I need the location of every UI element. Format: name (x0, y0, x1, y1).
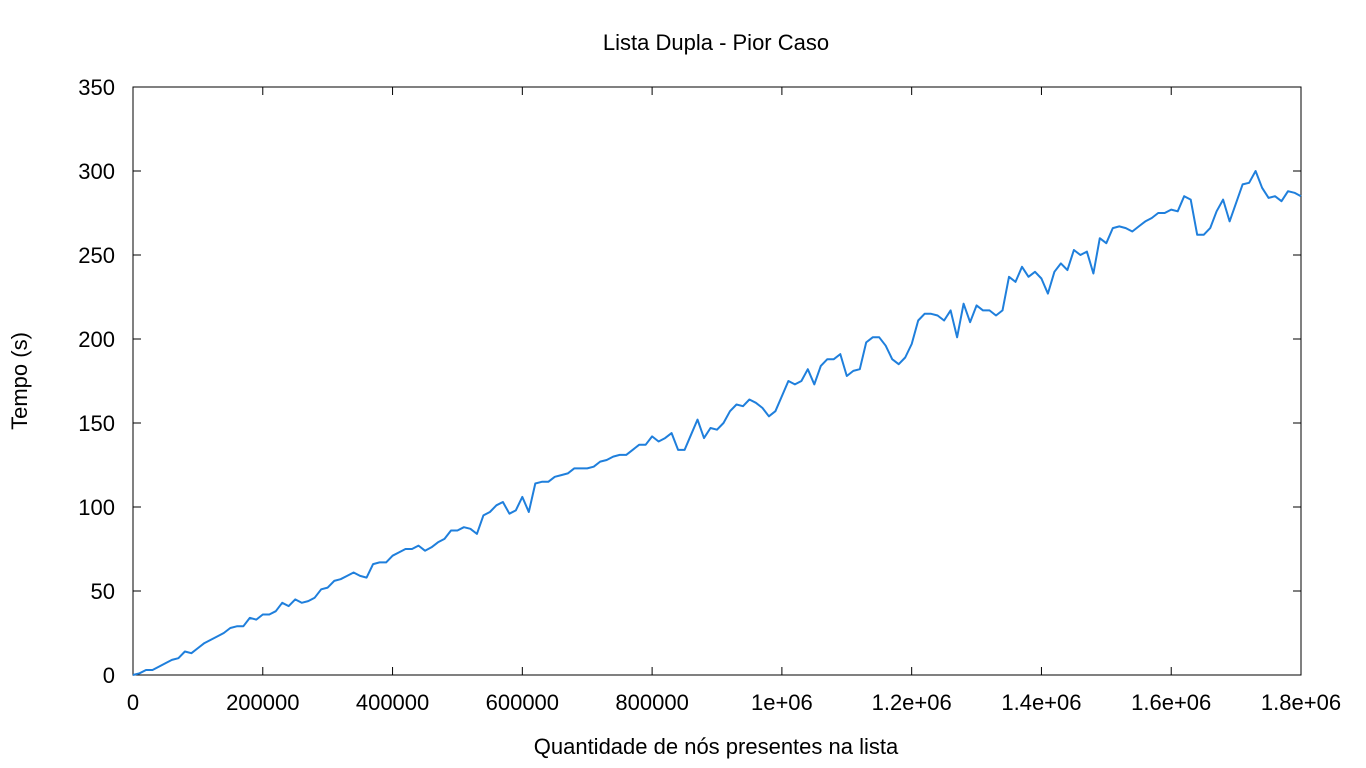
y-tick-label: 200 (78, 327, 115, 352)
y-tick-label: 150 (78, 411, 115, 436)
series-line (132, 170, 1302, 676)
x-tick-label: 0 (127, 690, 139, 715)
y-tick-label: 250 (78, 243, 115, 268)
x-axis-ticks: 0 200000 400000 600000 800000 1e+06 1.2e+06 1.4… (127, 87, 1341, 715)
x-tick-label: 600000 (486, 690, 559, 715)
x-tick-label: 1.2e+06 (872, 690, 952, 715)
x-tick-label: 800000 (615, 690, 688, 715)
y-tick-label: 50 (91, 579, 115, 604)
chart-title: Lista Dupla - Pior Caso (603, 30, 829, 55)
y-tick-label: 100 (78, 495, 115, 520)
y-axis-label: Tempo (s) (7, 332, 32, 430)
y-tick-label: 300 (78, 159, 115, 184)
y-tick-label: 0 (103, 663, 115, 688)
x-tick-label: 1.4e+06 (1001, 690, 1081, 715)
x-tick-label: 400000 (356, 690, 429, 715)
x-tick-label: 1e+06 (751, 690, 813, 715)
x-tick-label: 200000 (226, 690, 299, 715)
x-axis-label: Quantidade de nós presentes na lista (534, 734, 899, 759)
x-tick-label: 1.6e+06 (1131, 690, 1211, 715)
plot-frame (132, 86, 1302, 676)
y-tick-label: 350 (78, 75, 115, 100)
y-axis-ticks: 0 50 100 150 200 250 300 350 (78, 75, 1301, 688)
x-tick-label: 1.8e+06 (1261, 690, 1341, 715)
